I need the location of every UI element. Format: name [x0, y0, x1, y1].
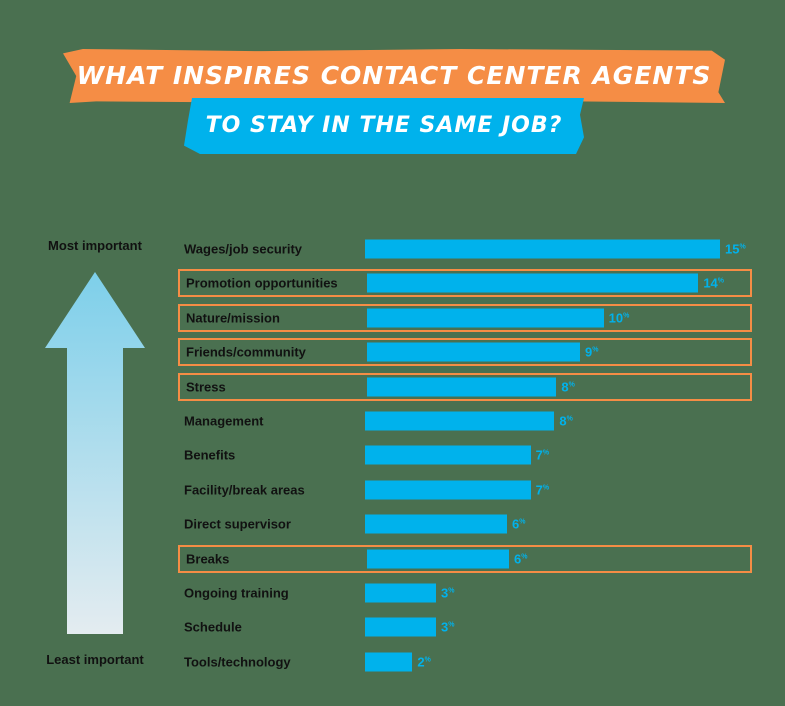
- bar: [365, 583, 436, 603]
- bar-value: 7%: [535, 482, 550, 498]
- bar: [365, 514, 507, 534]
- bar-label: Wages/job security: [184, 241, 302, 257]
- bar-label: Benefits: [184, 447, 236, 463]
- bar: [365, 239, 720, 259]
- title-line-1: What inspires contact center agents: [63, 49, 725, 103]
- bar: [365, 480, 531, 500]
- bar-value: 8%: [561, 379, 575, 395]
- bar-row: Schedule 3%: [178, 613, 752, 641]
- bar-value: 14%: [703, 275, 725, 291]
- bar-row: Friends/community 9%: [178, 338, 752, 367]
- bar-label: Direct supervisor: [184, 516, 291, 532]
- bar: [367, 377, 557, 397]
- bar-row: Tools/technology 2%: [178, 648, 752, 676]
- title-line-2: to stay in the same job?: [184, 98, 584, 154]
- bar: [367, 342, 580, 362]
- bar-value: 8%: [559, 413, 573, 429]
- bar-row: Direct supervisor 6%: [178, 510, 752, 538]
- bar-value: 2%: [417, 654, 431, 670]
- bar-row: Promotion opportunities 14%: [178, 269, 752, 298]
- bar-label: Promotion opportunities: [186, 275, 338, 291]
- bar-value: 9%: [585, 344, 599, 360]
- bar-label: Schedule: [184, 619, 242, 635]
- bar: [365, 652, 413, 672]
- bar-value: 10%: [608, 310, 630, 326]
- up-arrow-icon: [45, 272, 145, 634]
- bar-row: Facility/break areas 7%: [178, 476, 752, 504]
- bar-value: 3%: [441, 619, 455, 635]
- bar-value: 6%: [514, 551, 528, 567]
- bar-row: Wages/job security 15%: [178, 235, 752, 263]
- bar-value: 3%: [441, 585, 455, 601]
- bar-label: Nature/mission: [186, 310, 280, 326]
- bar-value: 6%: [512, 516, 526, 532]
- bar: [367, 273, 699, 293]
- bar: [367, 308, 604, 328]
- bar-row: Benefits 7%: [178, 441, 752, 469]
- bar-row: Ongoing training 3%: [178, 579, 752, 607]
- least-important-label: Least important: [46, 652, 144, 667]
- bar-label: Stress: [186, 379, 226, 395]
- bar-label: Management: [184, 413, 264, 429]
- bar-label: Facility/break areas: [184, 482, 305, 498]
- bar-row: Stress 8%: [178, 372, 752, 401]
- bar-label: Ongoing training: [184, 585, 289, 601]
- bar-row: Breaks 6%: [178, 544, 752, 573]
- bar-label: Tools/technology: [184, 654, 291, 670]
- bar: [365, 445, 531, 465]
- bar-row: Management 8%: [178, 407, 752, 435]
- bar: [365, 617, 436, 637]
- bar-row: Nature/mission 10%: [178, 303, 752, 332]
- bar: [365, 411, 555, 431]
- most-important-label: Most important: [48, 238, 142, 253]
- bar-label: Friends/community: [186, 344, 306, 360]
- bar: [367, 549, 509, 569]
- bar-value: 15%: [725, 241, 746, 257]
- bar-value: 7%: [535, 447, 550, 463]
- bar-label: Breaks: [186, 551, 230, 567]
